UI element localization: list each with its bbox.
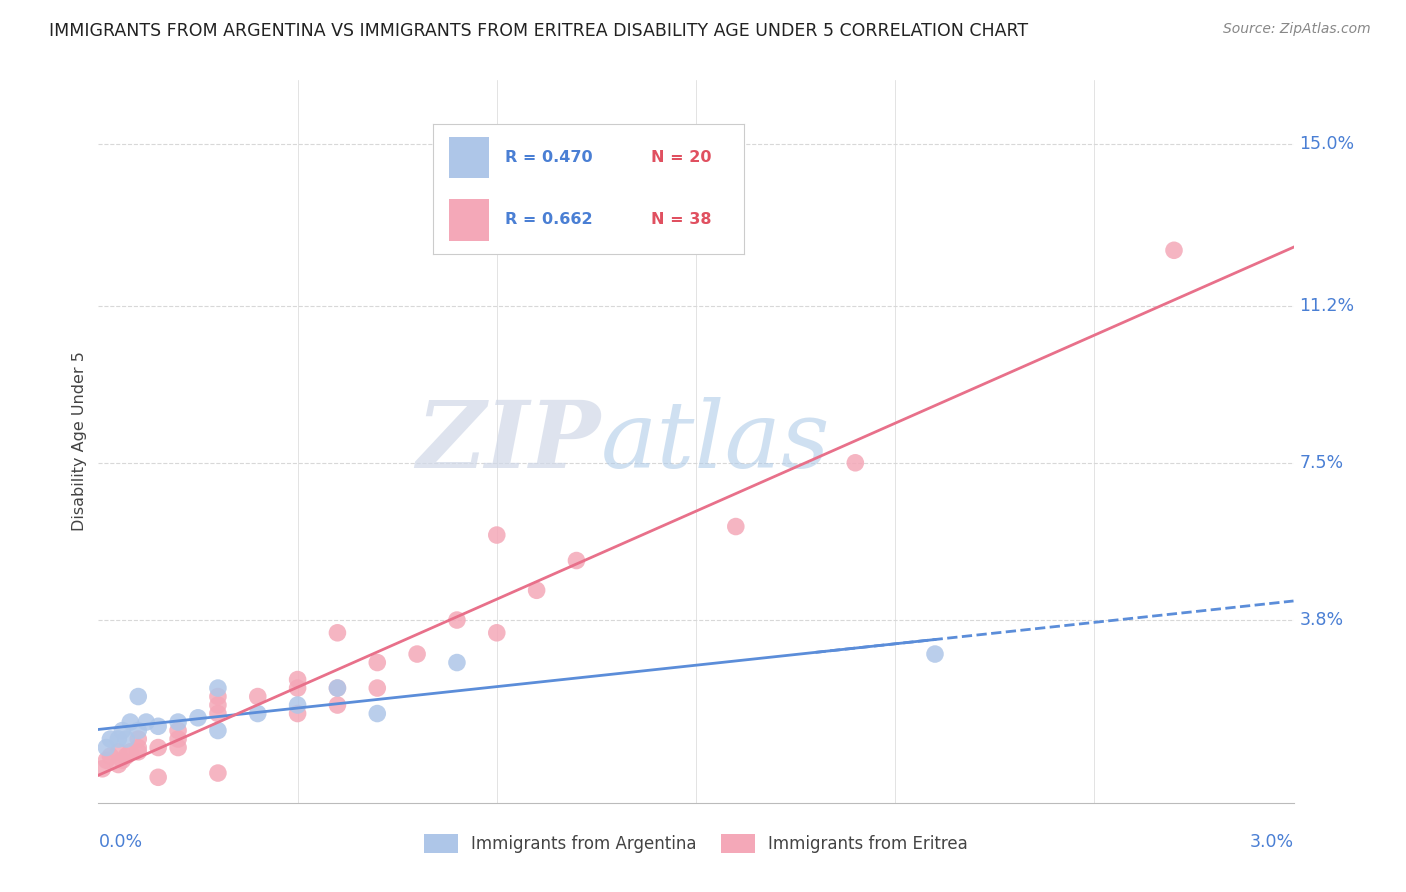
Point: [406, 647, 429, 661]
Point: [167, 714, 190, 729]
Point: [115, 732, 138, 747]
Point: [127, 732, 149, 747]
Point: [326, 681, 349, 695]
Point: [98, 732, 122, 747]
Point: [120, 745, 142, 759]
Point: [148, 740, 170, 755]
Point: [287, 681, 309, 695]
Point: [111, 723, 134, 738]
Point: [1163, 244, 1185, 258]
Point: [326, 625, 349, 640]
Point: [844, 456, 866, 470]
Point: [167, 740, 190, 755]
Point: [565, 553, 588, 567]
Point: [207, 698, 229, 712]
Point: [246, 690, 269, 704]
Point: [107, 732, 129, 747]
Point: [98, 749, 122, 764]
Point: [366, 706, 388, 721]
Point: [207, 723, 229, 738]
Text: IMMIGRANTS FROM ARGENTINA VS IMMIGRANTS FROM ERITREA DISABILITY AGE UNDER 5 CORR: IMMIGRANTS FROM ARGENTINA VS IMMIGRANTS …: [49, 22, 1028, 40]
Point: [187, 711, 209, 725]
Point: [127, 745, 149, 759]
Point: [96, 740, 118, 755]
Text: atlas: atlas: [600, 397, 830, 486]
Point: [135, 714, 157, 729]
Point: [287, 698, 309, 712]
Point: [207, 690, 229, 704]
Point: [107, 757, 129, 772]
Legend: Immigrants from Argentina, Immigrants from Eritrea: Immigrants from Argentina, Immigrants fr…: [418, 827, 974, 860]
Point: [366, 681, 388, 695]
Text: Source: ZipAtlas.com: Source: ZipAtlas.com: [1223, 22, 1371, 37]
Point: [207, 681, 229, 695]
Text: 15.0%: 15.0%: [1299, 135, 1354, 153]
Point: [107, 745, 129, 759]
Point: [326, 698, 349, 712]
Text: 3.0%: 3.0%: [1250, 833, 1294, 851]
Point: [167, 723, 190, 738]
Point: [115, 749, 138, 764]
Point: [207, 706, 229, 721]
Point: [120, 714, 142, 729]
Point: [148, 719, 170, 733]
Point: [287, 673, 309, 687]
Point: [127, 740, 149, 755]
Point: [366, 656, 388, 670]
Point: [724, 519, 747, 533]
Point: [326, 681, 349, 695]
Text: 0.0%: 0.0%: [98, 833, 142, 851]
Point: [167, 732, 190, 747]
Point: [127, 690, 149, 704]
Text: 7.5%: 7.5%: [1299, 454, 1344, 472]
Point: [526, 583, 548, 598]
Point: [446, 656, 468, 670]
Point: [446, 613, 468, 627]
Point: [127, 723, 149, 738]
Point: [96, 753, 118, 767]
Y-axis label: Disability Age Under 5: Disability Age Under 5: [72, 351, 87, 532]
Point: [485, 625, 508, 640]
Text: 3.8%: 3.8%: [1299, 611, 1344, 629]
Text: 11.2%: 11.2%: [1299, 296, 1354, 315]
Point: [287, 706, 309, 721]
Point: [111, 753, 134, 767]
Point: [207, 766, 229, 780]
Point: [246, 706, 269, 721]
Point: [148, 770, 170, 784]
Text: ZIP: ZIP: [416, 397, 600, 486]
Point: [485, 528, 508, 542]
Point: [91, 762, 114, 776]
Point: [924, 647, 946, 661]
